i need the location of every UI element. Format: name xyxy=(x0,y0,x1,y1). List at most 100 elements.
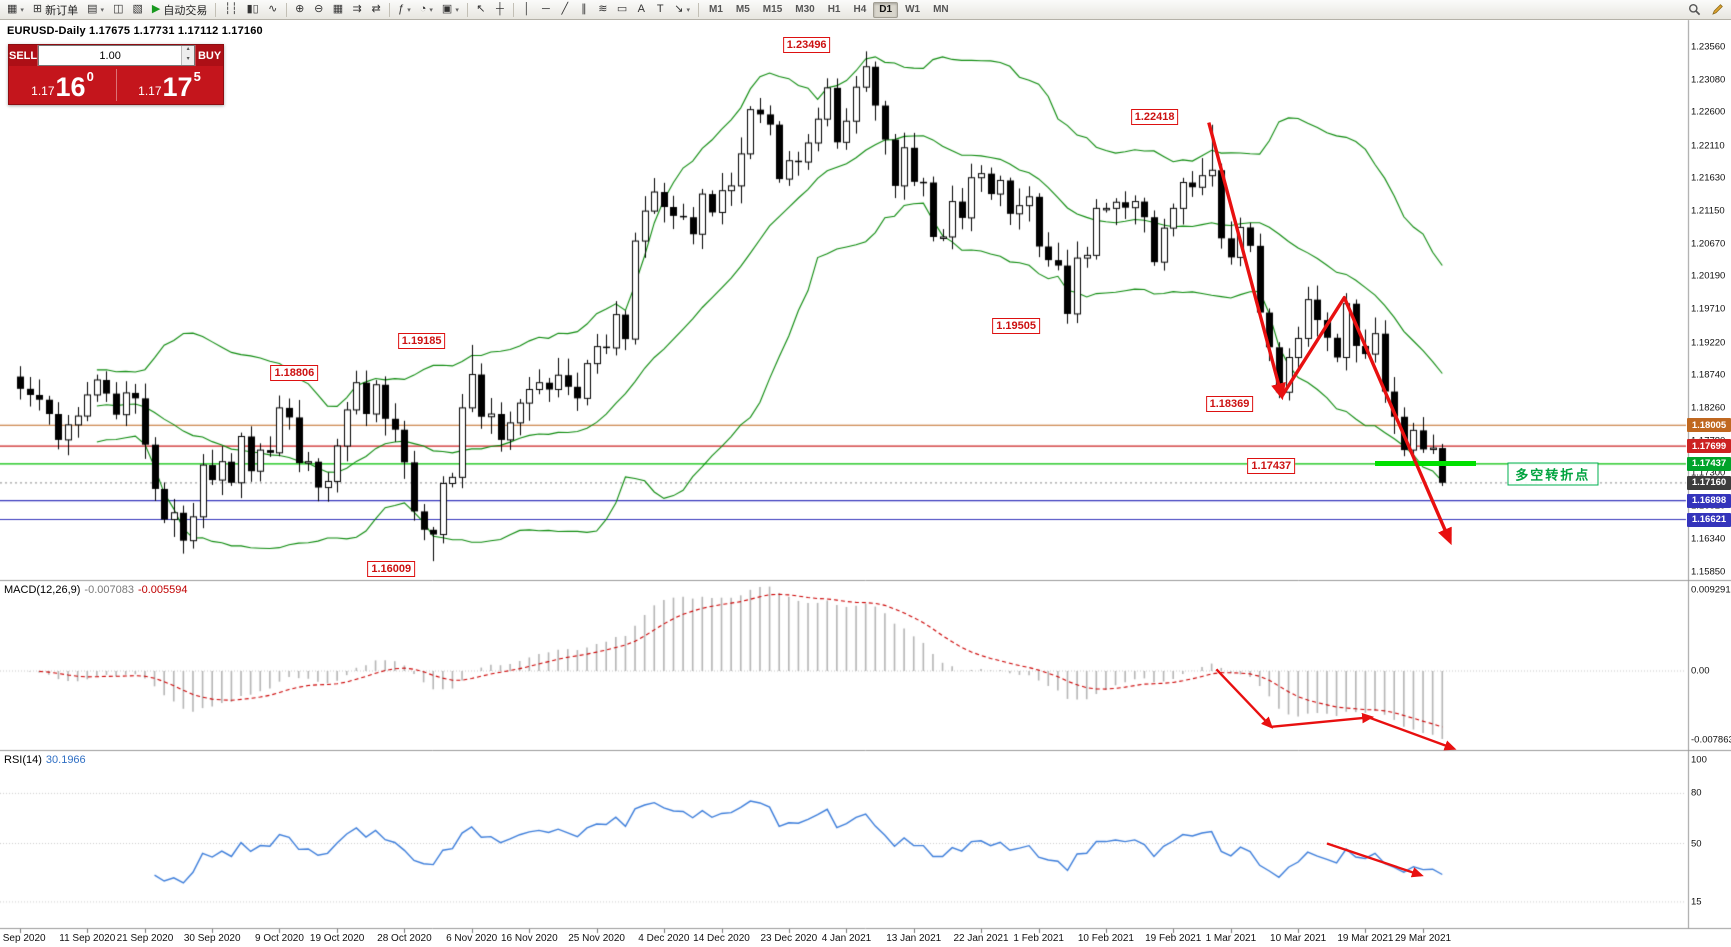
turning-point-label[interactable]: 多空转折点 xyxy=(1507,462,1599,486)
fibonacci-icon: ≋ xyxy=(598,3,608,15)
chart-ohlc-title: EURUSD-Daily 1.17675 1.17731 1.17112 1.1… xyxy=(7,25,263,37)
sell-button[interactable]: SELL xyxy=(9,45,39,66)
new-order-button-label: 新订单 xyxy=(45,4,79,17)
text-label-icon: T xyxy=(656,3,664,15)
zoom-out-button[interactable]: ⊖ xyxy=(310,1,328,18)
caret-down-icon: ▾ xyxy=(455,6,459,14)
caret-down-icon: ▾ xyxy=(407,6,411,14)
text-icon: A xyxy=(637,3,645,15)
shapes-icon: ▭ xyxy=(616,3,628,15)
buy-price-sup: 5 xyxy=(193,69,201,84)
buy-price-big: 17 xyxy=(162,72,193,102)
toolbar-separator xyxy=(285,2,287,17)
new-chart-button[interactable]: ▦ ▾ xyxy=(3,1,28,18)
volume-spinner[interactable]: ▴ ▾ xyxy=(181,46,195,65)
timeframe-m5[interactable]: M5 xyxy=(735,4,750,15)
volume-input[interactable] xyxy=(39,46,182,65)
search-icon xyxy=(1689,4,1701,16)
timeframe-m1[interactable]: M1 xyxy=(708,4,723,15)
charts-profile-button[interactable]: ▤ ▾ xyxy=(83,1,108,18)
toolbar-separator xyxy=(697,2,699,17)
fibonacci-button[interactable]: ≋ xyxy=(594,1,612,18)
auto-scroll-button[interactable]: ⇉ xyxy=(348,1,366,18)
toolbar: ▦ ▾ ⊞ 新订单 ▤ ▾ ◫ ▧ ▶ 自动交易 ┆┆ ▮▯ ∿ ⊕ ⊖ ▦ ⇉ ⇄ ƒ ▾ ◔ ▾ ▣ ▾ ↖ ┼ │ ─ ╱ ∥ ≋ ▭ A… xyxy=(0,0,1731,20)
buy-price-base: 1.17 xyxy=(138,84,162,98)
auto-scroll-icon: ⇉ xyxy=(352,3,362,15)
buy-button-label: BUY xyxy=(197,49,222,62)
timeframe-d1[interactable]: D1 xyxy=(873,1,899,18)
arrows-icon: ↘ xyxy=(674,3,684,15)
buy-button[interactable]: BUY xyxy=(195,45,223,66)
support-zone-line[interactable] xyxy=(1375,461,1476,467)
shapes-button[interactable]: ▭ xyxy=(613,1,631,18)
candlestick-chart-icon: ▮▯ xyxy=(246,3,259,15)
new-order-button[interactable]: ⊞ 新订单 xyxy=(29,1,82,18)
toolbar-separator xyxy=(215,2,217,17)
timeframe-m30[interactable]: M30 xyxy=(795,4,815,15)
bar-chart-button[interactable]: ┆┆ xyxy=(220,1,241,18)
sell-price[interactable]: 1.17 16 0 xyxy=(9,66,116,104)
timeframe-h4[interactable]: H4 xyxy=(853,4,867,15)
vertical-line-icon: │ xyxy=(523,3,531,15)
templates-icon: ▣ xyxy=(441,3,453,15)
volume-down-icon[interactable]: ▾ xyxy=(182,55,195,65)
tile-windows-button[interactable]: ▦ xyxy=(329,1,347,18)
macd-main-value: -0.007083 xyxy=(84,584,134,596)
horizontal-line-button[interactable]: ─ xyxy=(537,1,555,18)
market-watch-icon: ◫ xyxy=(113,3,124,15)
templates-button[interactable]: ▣ ▾ xyxy=(438,1,463,18)
bar-chart-icon: ┆┆ xyxy=(224,3,238,15)
market-watch-button[interactable]: ◫ xyxy=(109,1,127,18)
toolbar-separator xyxy=(466,2,468,17)
caret-down-icon: ▾ xyxy=(429,6,433,14)
price-divider xyxy=(116,69,117,101)
macd-indicator-label: MACD(12,26,9) -0.007083 -0.005594 xyxy=(4,584,192,596)
timeframe-w1[interactable]: W1 xyxy=(905,4,921,15)
chart-shift-button[interactable]: ⇄ xyxy=(367,1,385,18)
pencil-icon xyxy=(1712,4,1723,15)
line-chart-icon: ∿ xyxy=(268,3,278,15)
quick-note-button[interactable] xyxy=(1707,1,1728,18)
zoom-out-icon: ⊖ xyxy=(314,3,324,15)
zoom-in-button[interactable]: ⊕ xyxy=(291,1,309,18)
sell-price-sup: 0 xyxy=(86,69,94,84)
trendline-button[interactable]: ╱ xyxy=(556,1,574,18)
buy-price[interactable]: 1.17 17 5 xyxy=(116,66,223,104)
one-click-prices: 1.17 16 0 1.17 17 5 xyxy=(9,66,223,104)
crosshair-button[interactable]: ┼ xyxy=(491,1,509,18)
arrows-button[interactable]: ↘ ▾ xyxy=(670,1,694,18)
equidistant-channel-button[interactable]: ∥ xyxy=(575,1,593,18)
rsi-name: RSI(14) xyxy=(4,754,42,766)
sell-button-label: SELL xyxy=(9,49,38,62)
candlestick-chart-button[interactable]: ▮▯ xyxy=(243,1,263,18)
line-chart-button[interactable]: ∿ xyxy=(264,1,282,18)
periods-button[interactable]: ◔ ▾ xyxy=(416,1,437,18)
macd-name: MACD(12,26,9) xyxy=(4,584,81,596)
text-label-button[interactable]: T xyxy=(651,1,669,18)
new-chart-icon: ▦ xyxy=(7,3,18,15)
volume-field[interactable]: ▴ ▾ xyxy=(38,45,196,66)
sell-price-base: 1.17 xyxy=(31,84,55,98)
tile-windows-icon: ▦ xyxy=(332,3,344,15)
charts-profile-icon: ▤ xyxy=(87,3,98,15)
indicators-button[interactable]: ƒ ▾ xyxy=(394,1,415,18)
navigator-button[interactable]: ▧ xyxy=(128,1,146,18)
timeframe-h1[interactable]: H1 xyxy=(827,4,841,15)
equidistant-channel-icon: ∥ xyxy=(581,3,587,15)
cursor-icon: ↖ xyxy=(476,3,486,15)
timeframe-m15[interactable]: M15 xyxy=(762,4,783,15)
text-button[interactable]: A xyxy=(632,1,650,18)
indicators-icon: ƒ xyxy=(398,3,405,15)
vertical-line-button[interactable]: │ xyxy=(518,1,536,18)
timeframe-mn[interactable]: MN xyxy=(933,4,949,15)
cursor-button[interactable]: ↖ xyxy=(472,1,490,18)
crosshair-icon: ┼ xyxy=(495,3,504,15)
search-button[interactable] xyxy=(1684,1,1705,18)
autotrading-button[interactable]: ▶ 自动交易 xyxy=(148,1,211,18)
rsi-value: 30.1966 xyxy=(45,754,86,766)
volume-up-icon[interactable]: ▴ xyxy=(182,46,195,56)
toolbar-right-icons xyxy=(1684,1,1728,18)
